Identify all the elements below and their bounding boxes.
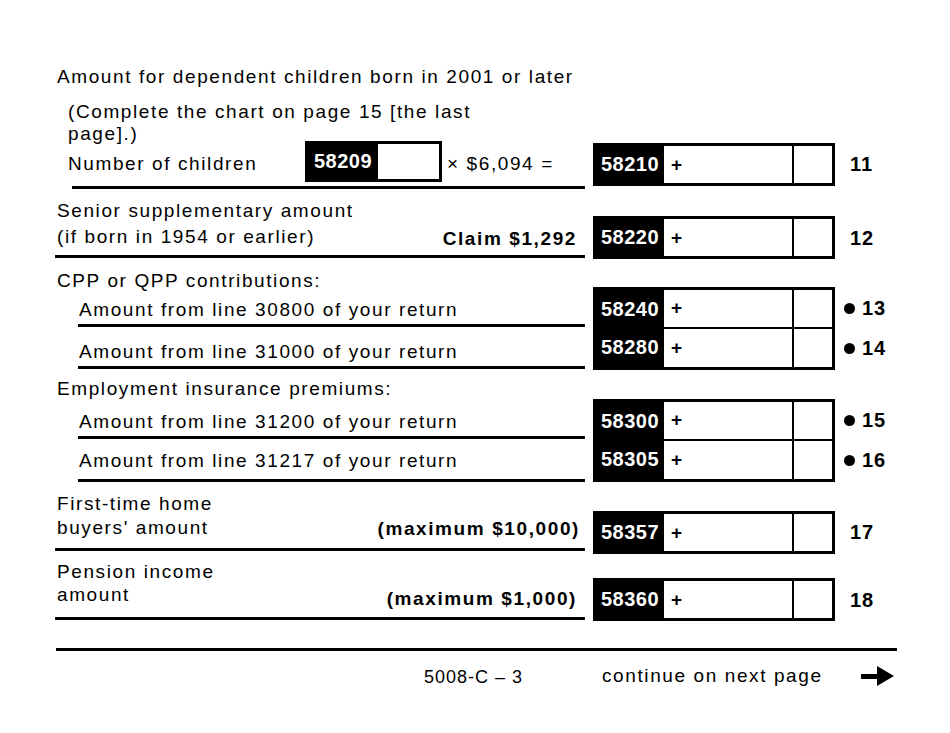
arrow-head — [877, 666, 894, 686]
field-code-58357: 58357 — [596, 514, 664, 551]
ei-premiums-header: Employment insurance premiums: — [57, 377, 392, 401]
field-code-58280: 58280 — [596, 329, 664, 368]
fthb-maximum-text: (maximum $10,000) — [330, 517, 580, 541]
cpp-qpp-header: CPP or QPP contributions: — [57, 269, 321, 293]
form-page-code: 5008-C – 3 — [424, 665, 523, 689]
amount-box-lines-13-14: 58240 + 58280 + — [593, 287, 835, 370]
divider-line-13 — [78, 324, 585, 327]
pension-maximum-text: (maximum $1,000) — [327, 587, 577, 611]
line-number-17: 17 — [850, 520, 874, 544]
field-58240-cents-input[interactable] — [794, 290, 832, 329]
line-number-11: 11 — [850, 152, 873, 176]
line-number-16: 16 — [862, 448, 886, 472]
field-58220-input[interactable]: + — [664, 219, 794, 256]
note-complete-chart-line1: (Complete the chart on page 15 [the last — [68, 100, 471, 124]
section-title-dependent-children: Amount for dependent children born in 20… — [57, 65, 574, 89]
field-58240-input[interactable]: + — [664, 290, 794, 329]
ei-line-31200-label: Amount from line 31200 of your return — [79, 410, 458, 434]
line-number-13: 13 — [862, 296, 886, 320]
continue-next-page-text: continue on next page — [602, 664, 823, 688]
fthb-label-line1: First-time home — [57, 492, 213, 516]
field-code-58300: 58300 — [596, 402, 664, 441]
field-58357-input[interactable]: + — [664, 514, 794, 551]
field-58305-cents-input[interactable] — [794, 441, 832, 480]
fthb-label-line2: buyers' amount — [57, 516, 209, 540]
divider-line-16 — [78, 479, 585, 482]
field-58210-cents-input[interactable] — [794, 146, 832, 183]
bullet-line-14 — [844, 343, 855, 354]
field-58220-cents-input[interactable] — [794, 219, 832, 256]
senior-supplementary-label-line1: Senior supplementary amount — [57, 199, 354, 223]
divider-line-18 — [55, 617, 585, 620]
divider-line-15 — [78, 436, 585, 439]
footer-separator-line — [56, 648, 897, 651]
plus-sign: + — [671, 227, 682, 249]
plus-sign: + — [671, 297, 682, 319]
amount-box-line-18: 58360 + — [593, 578, 835, 621]
senior-supplementary-label-line2: (if born in 1954 or earlier) — [57, 225, 315, 249]
pension-label-line2: amount — [57, 583, 130, 607]
divider-line-11 — [72, 186, 585, 189]
amount-box-line-17: 58357 + — [593, 511, 835, 554]
amount-box-line-11: 58210 + — [593, 143, 835, 186]
plus-sign: + — [671, 589, 682, 611]
divider-line-17 — [55, 548, 585, 551]
cpp-line-30800-label: Amount from line 30800 of your return — [79, 298, 458, 322]
tax-form-page: Amount for dependent children born in 20… — [0, 0, 950, 733]
field-code-58210: 58210 — [596, 146, 664, 183]
field-58300-input[interactable]: + — [664, 402, 794, 441]
field-58305-input[interactable]: + — [664, 441, 794, 480]
plus-sign: + — [671, 409, 682, 431]
field-58360-input[interactable]: + — [664, 581, 794, 618]
plus-sign: + — [671, 449, 682, 471]
field-code-58240: 58240 — [596, 290, 664, 329]
plus-sign: + — [671, 154, 682, 176]
field-58300-cents-input[interactable] — [794, 402, 832, 441]
right-arrow-icon — [861, 666, 894, 687]
plus-sign: + — [671, 522, 682, 544]
ei-line-31217-label: Amount from line 31217 of your return — [79, 449, 458, 473]
plus-sign: + — [671, 337, 682, 359]
divider-line-12 — [55, 255, 585, 258]
field-58357-cents-input[interactable] — [794, 514, 832, 551]
field-code-58360: 58360 — [596, 581, 664, 618]
cpp-line-31000-label: Amount from line 31000 of your return — [79, 340, 458, 364]
bullet-line-13 — [844, 303, 855, 314]
amount-box-line-12: 58220 + — [593, 216, 835, 259]
field-58209-number-of-children: 58209 — [305, 141, 442, 182]
bullet-line-16 — [844, 455, 855, 466]
bullet-line-15 — [844, 415, 855, 426]
field-58210-input[interactable]: + — [664, 146, 794, 183]
number-of-children-label: Number of children — [68, 152, 257, 176]
field-code-58220: 58220 — [596, 219, 664, 256]
divider-line-14 — [78, 366, 585, 369]
claim-amount-text: Claim $1,292 — [377, 227, 577, 251]
line-number-12: 12 — [850, 226, 874, 250]
field-code-58305: 58305 — [596, 441, 664, 480]
field-code-58209: 58209 — [308, 144, 378, 179]
multiplier-text: × $6,094 = — [447, 152, 554, 176]
field-58280-cents-input[interactable] — [794, 329, 832, 368]
amount-box-lines-15-16: 58300 + 58305 + — [593, 399, 835, 482]
note-complete-chart-line2: page].) — [68, 122, 138, 146]
pension-label-line1: Pension income — [57, 560, 215, 584]
line-number-18: 18 — [850, 588, 874, 612]
line-number-15: 15 — [862, 408, 886, 432]
field-58360-cents-input[interactable] — [794, 581, 832, 618]
field-58280-input[interactable]: + — [664, 329, 794, 368]
line-number-14: 14 — [862, 336, 886, 360]
field-58209-input[interactable] — [378, 144, 439, 179]
